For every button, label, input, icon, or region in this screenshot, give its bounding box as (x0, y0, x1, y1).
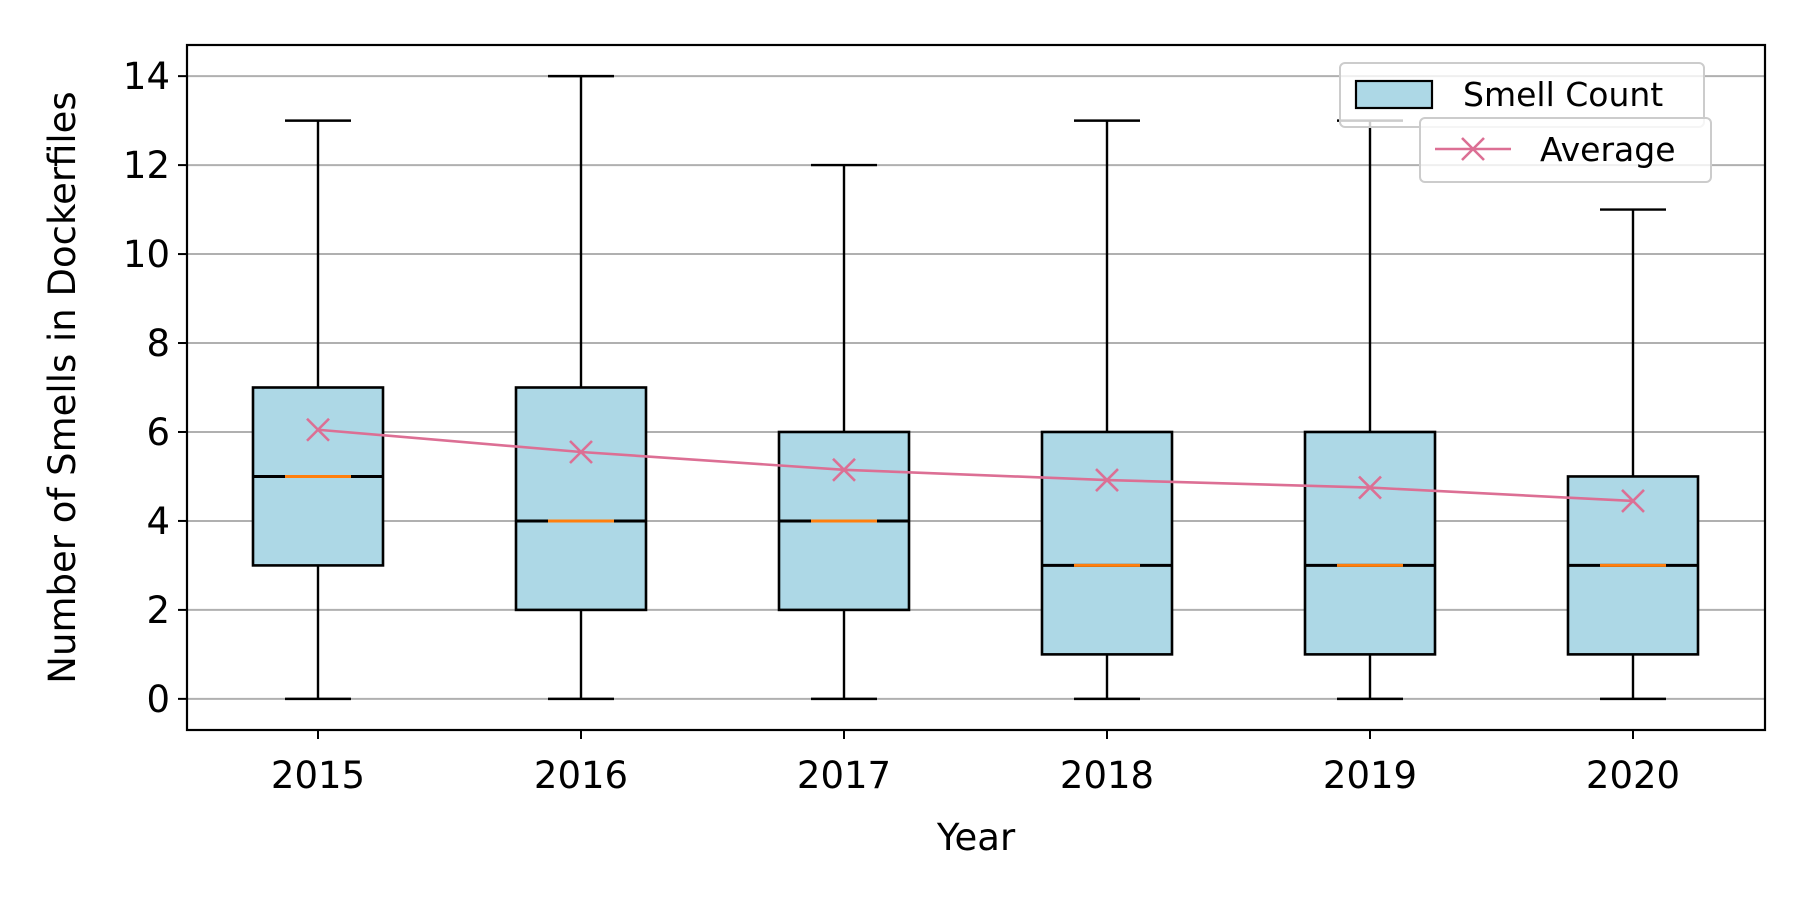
y-tick-label-4: 4 (146, 500, 170, 543)
plot-frame (185, 43, 1767, 732)
y-tick-label-2: 2 (146, 589, 170, 632)
average-line (317, 428, 1634, 503)
box-series (251, 74, 1700, 701)
grid-lines (187, 75, 1765, 700)
legend: Smell Count Average (1339, 62, 1712, 183)
y-tick-label-8: 8 (146, 322, 170, 365)
average-marker-2016 (569, 440, 593, 464)
x-tick-label-2020: 2020 (1586, 754, 1680, 797)
average-marker-2019 (1358, 475, 1382, 500)
box-2018 (1040, 119, 1174, 701)
y-tick-label-6: 6 (146, 411, 170, 454)
box-2020 (1566, 208, 1700, 701)
y-tick-label-0: 0 (146, 678, 170, 721)
x-axis-ticks: 2015 2016 2017 2018 2019 2020 (271, 730, 1680, 797)
box-2015 (251, 119, 385, 701)
average-marker-2018 (1095, 468, 1119, 492)
box-2016 (514, 74, 648, 701)
y-axis-label: Number of Smells in Dockerfiles (41, 91, 84, 683)
y-axis-ticks: 0 2 4 6 8 10 12 14 (123, 55, 187, 721)
x-tick-label-2018: 2018 (1060, 754, 1154, 797)
box-body (1303, 430, 1437, 656)
y-tick-label-10: 10 (123, 233, 170, 276)
average-marker-2017 (832, 457, 856, 482)
x-tick-label-2019: 2019 (1323, 754, 1417, 797)
box-body (514, 386, 648, 612)
x-tick-label-2016: 2016 (534, 754, 628, 797)
x-tick-label-2017: 2017 (797, 754, 891, 797)
legend-label-smell-count: Smell Count (1463, 75, 1663, 114)
average-series (306, 417, 1645, 513)
y-tick-label-14: 14 (123, 55, 170, 98)
box-2017 (777, 163, 911, 701)
box-body (1040, 430, 1174, 656)
legend-label-average: Average (1540, 130, 1676, 169)
average-marker-2015 (306, 417, 330, 442)
y-tick-label-12: 12 (123, 144, 170, 187)
x-axis-label: Year (936, 816, 1016, 859)
x-tick-label-2015: 2015 (271, 754, 365, 797)
box-2019 (1303, 119, 1437, 701)
legend-marker-average (1461, 137, 1485, 161)
average-marker-2020 (1621, 489, 1645, 513)
legend-frame-average (1419, 117, 1712, 183)
legend-swatch-smell-count (1354, 79, 1434, 110)
